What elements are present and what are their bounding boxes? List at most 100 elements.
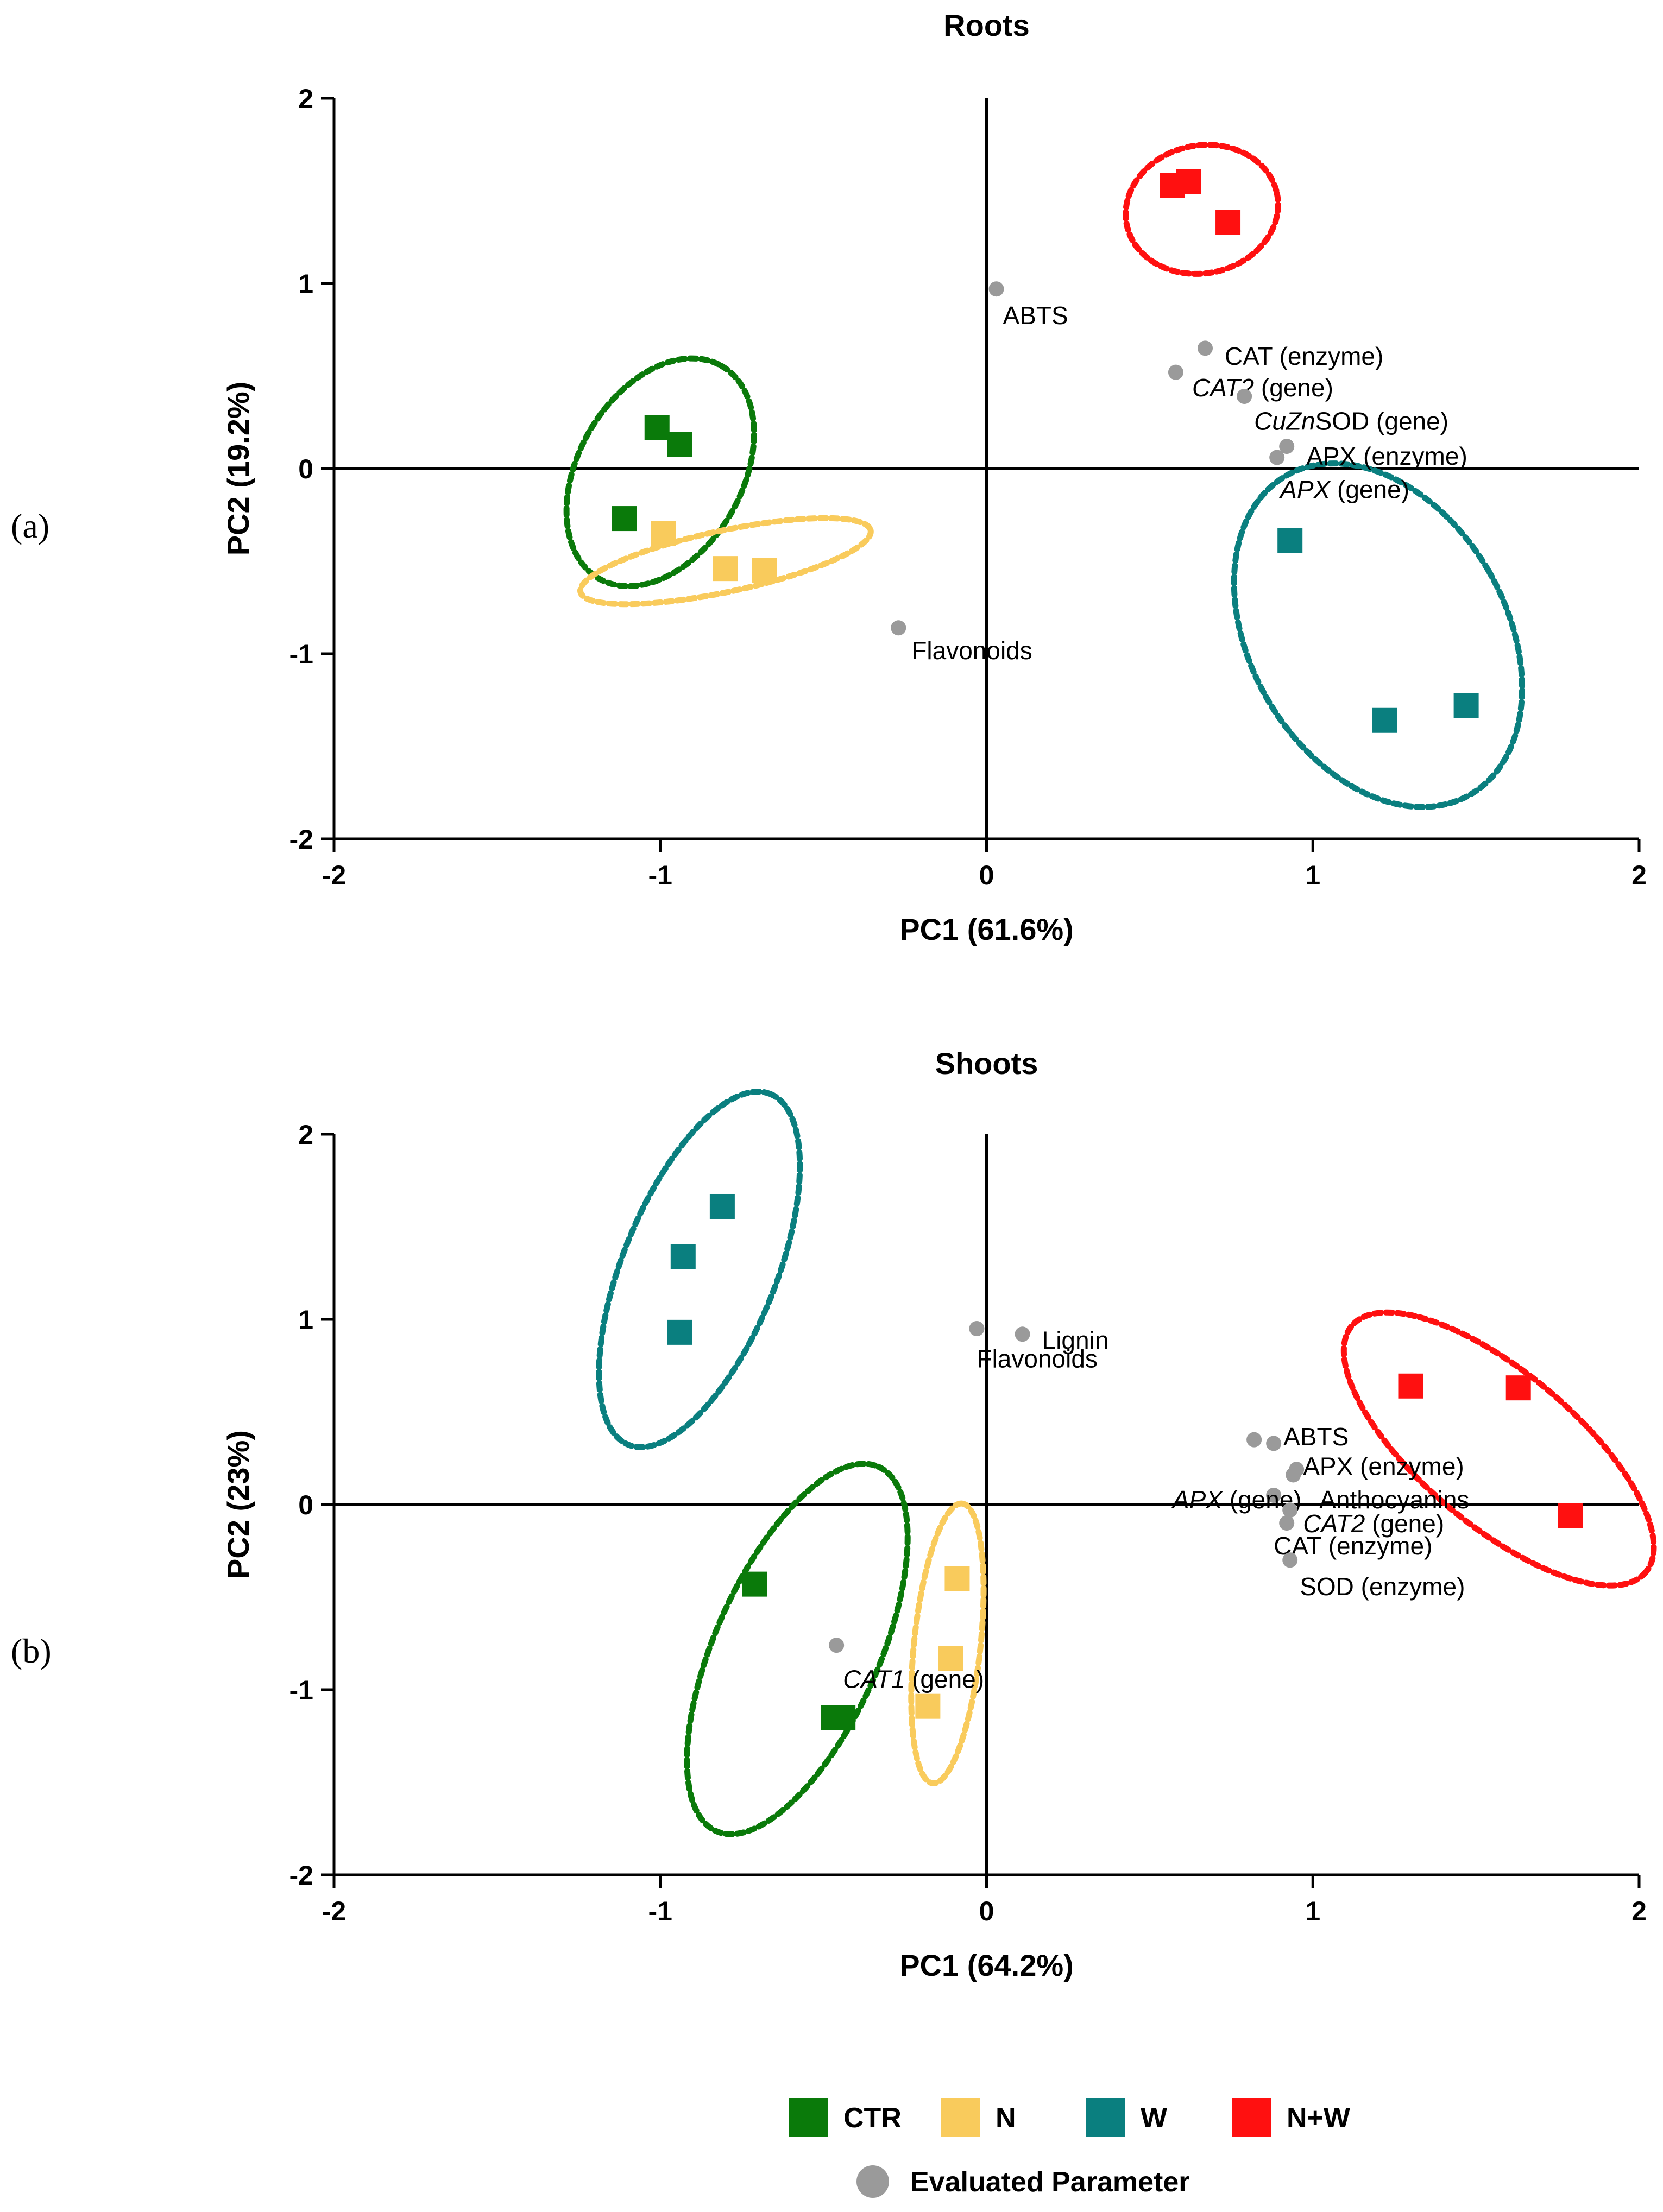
data-point-n [915,1693,941,1719]
x-tick-label: 0 [979,860,994,890]
parameter-point [969,1321,985,1337]
legend: CTR N W N+W Evaluated Parameter [789,2098,1351,2198]
parameter-point [1237,389,1252,405]
group-ellipse-n [908,1500,987,1786]
x-tick-label: -2 [322,1896,346,1926]
data-point-n-w [1558,1503,1583,1528]
parameter-point [1269,450,1285,465]
parameter-label: APX (enzyme) [1303,1452,1464,1480]
parameter-label: ABTS [1283,1423,1349,1451]
legend-label-ctr: CTR [843,2102,902,2134]
legend-swatch-w [1086,2098,1125,2137]
parameter-point [1282,1502,1298,1518]
parameter-label: CAT (enzyme) [1225,342,1383,370]
parameter-label-italic: CAT1 [843,1665,905,1693]
data-point-ctr [830,1705,856,1730]
group-ellipse-w [1231,460,1526,810]
y-tick-label: 2 [298,84,313,114]
parameter-label: ABTS [1003,301,1068,330]
y-tick-label: -2 [289,824,313,855]
parameter-label-italic: APX [1171,1486,1224,1514]
data-point-w [667,1319,692,1345]
parameter-label-text: ABTS [1003,301,1068,330]
data-point-n [651,521,676,546]
data-point-ctr [667,432,692,457]
group-ellipse-ctr [684,1461,911,1837]
parameter-label: APX (gene) [1171,1486,1302,1514]
parameter-label-italic: CuZn [1254,407,1315,435]
y-tick-label: -2 [289,1860,313,1891]
data-point-ctr [742,1571,767,1597]
parameter-label-text: Lignin [1042,1326,1109,1355]
x-tick-label: -1 [648,860,672,890]
y-axis-label: PC2 (23%) [221,1430,255,1579]
x-tick-label: -2 [322,860,346,890]
x-tick-label: 0 [979,1896,994,1926]
parameter-point [1286,1467,1301,1483]
parameter-label-text: Flavonoids [911,636,1032,665]
legend-label-w: W [1141,2102,1168,2134]
chart-title: Shoots [935,1046,1038,1080]
panel-label-b: (b) [11,1632,52,1670]
data-point-n-w [1176,169,1201,194]
x-axis-label: PC1 (64.2%) [899,1948,1074,1982]
parameter-label: CAT2 (gene) [1303,1509,1444,1538]
parameter-label-text: Anthocyanins [1319,1486,1469,1514]
data-point-n-w [1215,210,1241,235]
x-tick-label: 2 [1631,860,1647,890]
data-point-n [713,556,738,582]
data-point-w [1453,693,1479,718]
group-ellipse-n-w [1123,142,1281,277]
parameter-label-text: CAT (enzyme) [1225,342,1383,370]
y-tick-label: 1 [298,1305,313,1335]
roots-pca-chart: Roots -2 -1 0 1 2 -2 -1 0 1 2 PC1 (61.6%) PC2 (19.2%… [221,8,1647,946]
parameter-point [1266,1436,1282,1451]
parameter-label: Flavonoids [911,636,1032,665]
parameter-point [1015,1326,1030,1342]
parameter-label-text: Flavonoids [977,1345,1097,1373]
x-axis-label: PC1 (61.6%) [899,912,1074,946]
parameter-label: APX (enzyme) [1306,442,1467,470]
data-point-w [1372,707,1397,733]
parameter-label: CuZnSOD (gene) [1254,407,1448,435]
legend-param-swatch [856,2165,889,2198]
parameter-point [1282,1552,1298,1568]
parameter-label: CAT2 (gene) [1192,374,1333,402]
x-tick-label: 2 [1631,1896,1647,1926]
y-tick-label: 2 [298,1120,313,1150]
parameter-point [1246,1432,1262,1448]
parameter-label: CAT (enzyme) [1274,1532,1432,1560]
y-tick-label: -1 [289,639,313,669]
parameter-point [1279,1515,1295,1531]
parameter-label: CAT1 (gene) [843,1665,984,1693]
legend-label-n: N [996,2102,1016,2134]
panel-label-a: (a) [11,507,49,545]
parameter-point [891,620,906,636]
y-tick-label: -1 [289,1675,313,1705]
parameter-label: Anthocyanins [1319,1486,1469,1514]
data-point-w [1277,528,1303,553]
data-point-ctr [612,506,637,532]
x-tick-label: 1 [1305,1896,1320,1926]
data-point-n [938,1646,963,1671]
parameter-label-text: SOD (enzyme) [1300,1572,1465,1601]
parameter-label-text: CAT (enzyme) [1274,1532,1432,1560]
legend-swatch-ctr [789,2098,828,2137]
data-point-w [709,1193,735,1219]
y-tick-label: 0 [298,454,313,484]
parameter-point [988,281,1004,297]
data-point-w [670,1244,696,1269]
parameter-label: SOD (enzyme) [1300,1572,1465,1601]
parameter-label-text: APX (enzyme) [1303,1452,1464,1480]
group-ellipse-n [577,515,874,608]
legend-swatch-n [941,2098,980,2137]
parameter-label-text: APX (enzyme) [1306,442,1467,470]
x-tick-label: 1 [1305,860,1320,890]
data-point-n [752,558,777,583]
group-ellipse-ctr [563,355,757,590]
y-tick-label: 0 [298,1490,313,1520]
data-point-n [944,1566,970,1591]
parameter-label-text: (gene) [1254,374,1333,402]
y-tick-label: 1 [298,269,313,299]
data-point-ctr [644,415,670,440]
